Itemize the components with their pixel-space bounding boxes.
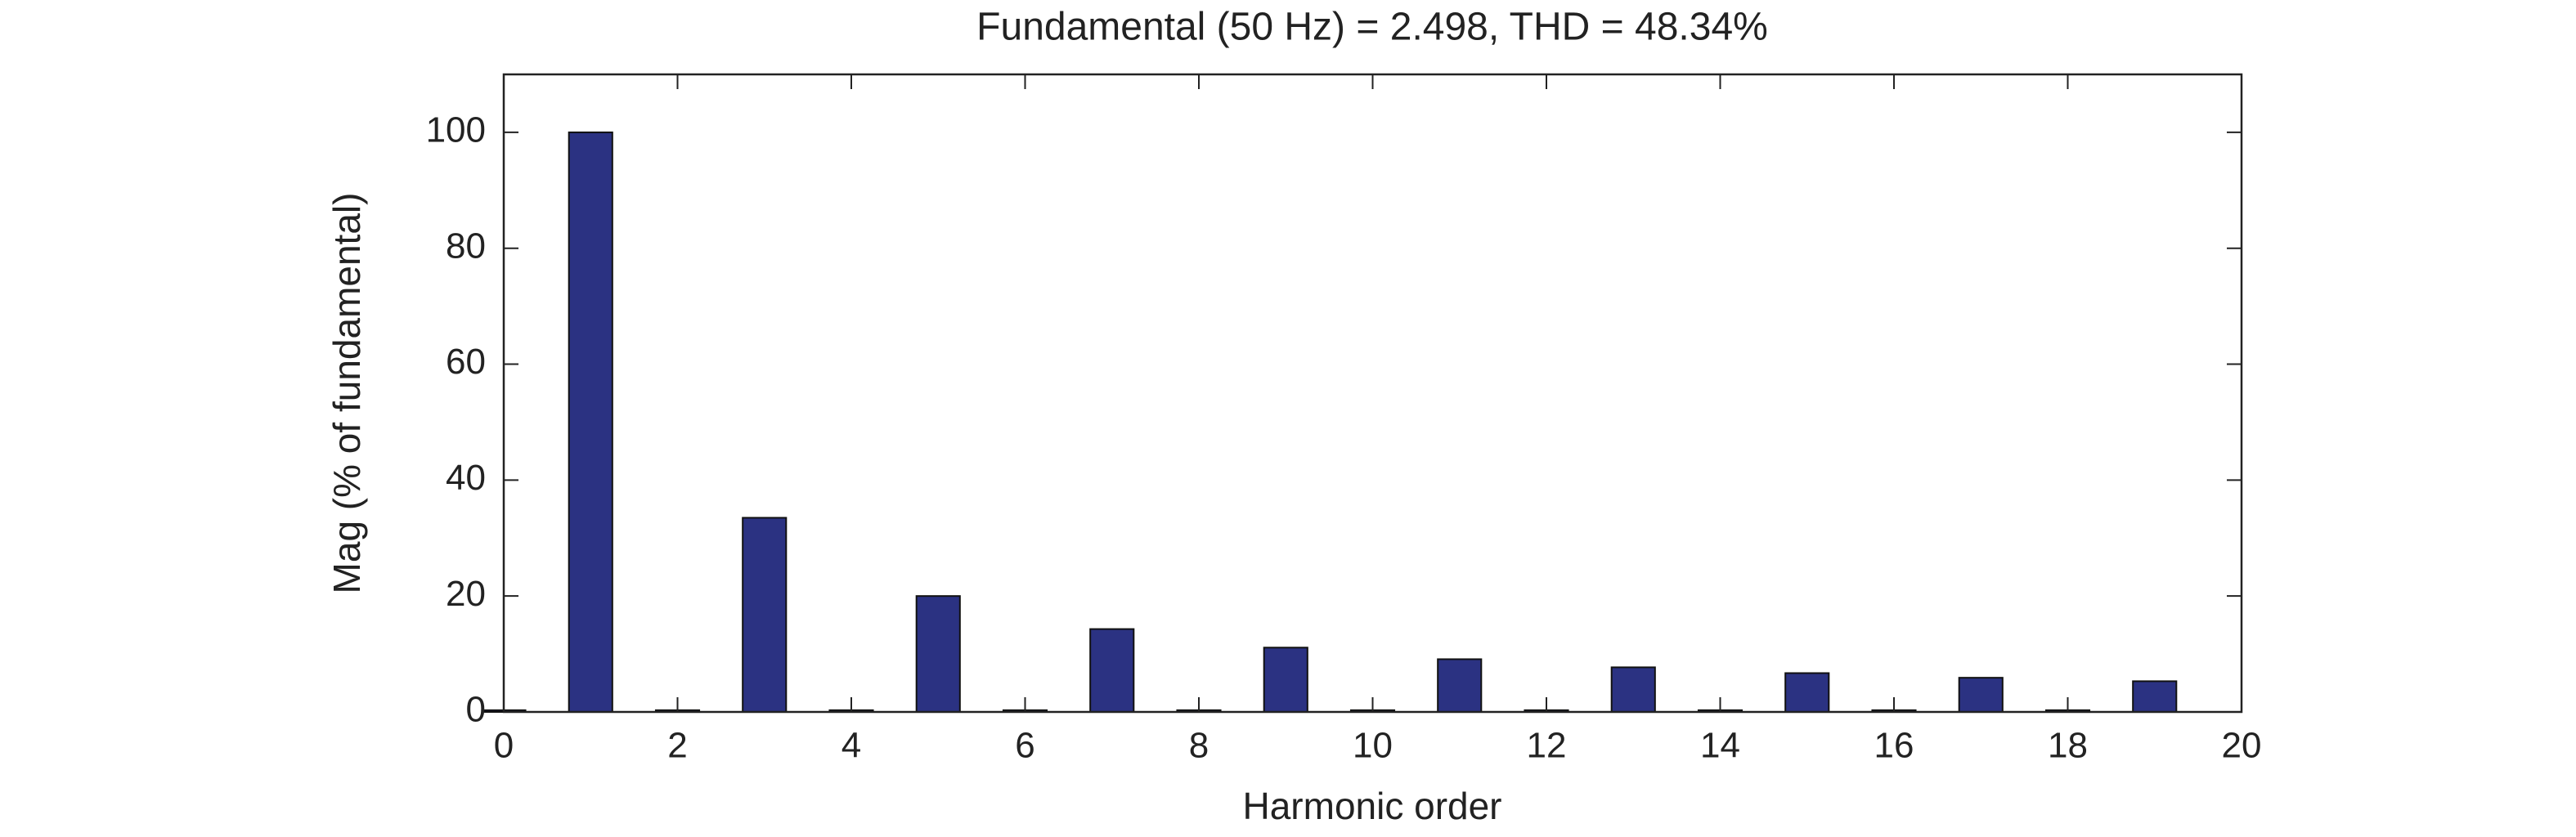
chart-title: Fundamental (50 Hz) = 2.498, THD = 48.34… <box>976 6 1768 49</box>
bar <box>1089 628 1135 713</box>
x-axis-label: Harmonic order <box>1243 785 1502 827</box>
y-tick-label: 40 <box>446 458 486 498</box>
x-tick-label: 12 <box>1527 726 1567 766</box>
y-tick-label: 0 <box>466 690 486 730</box>
x-tick-label: 18 <box>2048 726 2088 766</box>
x-tick-label: 4 <box>841 726 861 766</box>
bar <box>2132 680 2178 713</box>
y-tick-label: 60 <box>446 342 486 382</box>
bar <box>742 517 788 713</box>
bar <box>568 131 613 713</box>
bar <box>1437 658 1483 713</box>
x-tick-label: 8 <box>1189 726 1209 766</box>
bar <box>1784 672 1830 713</box>
bar <box>1958 677 2004 713</box>
bar <box>1263 647 1308 713</box>
y-tick-label: 20 <box>446 574 486 614</box>
y-tick-label: 100 <box>426 110 486 150</box>
x-tick-label: 2 <box>667 726 687 766</box>
x-tick-label: 14 <box>1700 726 1740 766</box>
x-tick-label: 0 <box>494 726 514 766</box>
x-tick-label: 20 <box>2222 726 2262 766</box>
y-axis-label: Mag (% of fundamental) <box>325 193 368 594</box>
x-tick-label: 6 <box>1015 726 1034 766</box>
bar <box>915 595 961 713</box>
y-tick-label: 80 <box>446 226 486 266</box>
x-tick-label: 10 <box>1353 726 1393 766</box>
bar <box>1610 666 1656 714</box>
plot-frame <box>502 73 2243 714</box>
x-tick-label: 16 <box>1874 726 1914 766</box>
